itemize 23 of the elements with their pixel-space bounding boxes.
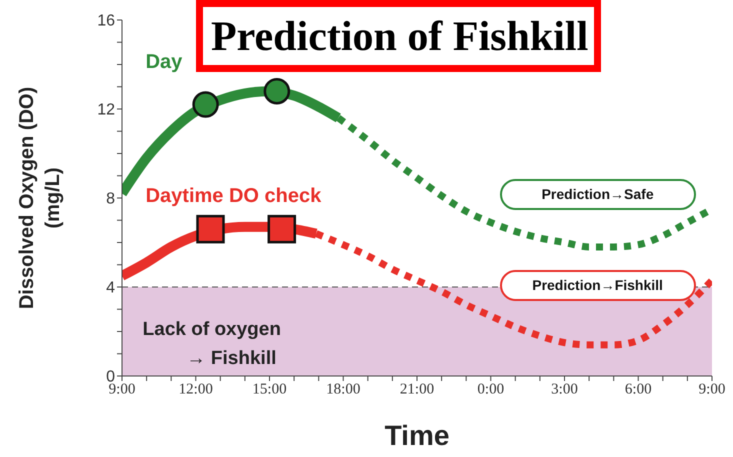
chart-title: Prediction of Fishkill: [196, 0, 602, 72]
x-tick-label: 0:00: [477, 382, 504, 398]
point: [196, 214, 225, 244]
series-label: Daytime DO check: [146, 184, 322, 208]
x-tick-label: 3:00: [551, 382, 578, 398]
y-tick-label: 4: [106, 280, 116, 297]
x-axis-title: Time: [384, 420, 450, 452]
x-tick-label: 21:00: [400, 382, 434, 398]
band-label: Lack of oxygen → Fishkill: [142, 318, 281, 371]
y-tick-label: 8: [106, 190, 116, 208]
y-tick-label: 16: [97, 12, 116, 30]
point: [264, 78, 290, 104]
x-tick-label: 18:00: [326, 382, 360, 398]
x-tick-label: 15:00: [252, 382, 287, 398]
x-tick-label: 9:00: [698, 382, 726, 398]
x-tick-label: 9:00: [108, 382, 136, 398]
y-axis-title: Dissolved Oxygen (DO) (mg/L): [15, 86, 65, 310]
x-tick-label: 6:00: [624, 382, 652, 398]
point: [192, 91, 219, 118]
x-tick-label: 12:00: [178, 382, 213, 398]
series-label: Day: [146, 51, 182, 74]
point: [268, 214, 296, 244]
y-tick-label: 12: [97, 102, 116, 119]
